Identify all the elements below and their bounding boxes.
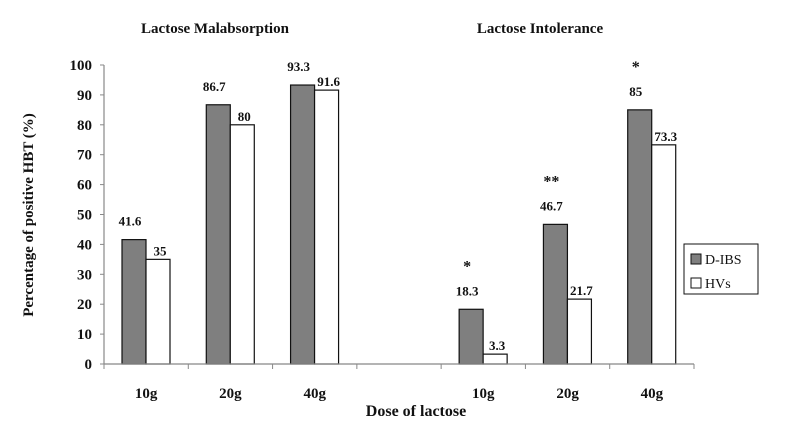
x-tick-label: 40g: [303, 386, 326, 402]
bar-hvs-2: [313, 89, 340, 365]
y-tick-label: 100: [70, 58, 93, 74]
significance-marker: *: [632, 59, 640, 76]
data-label: 91.6: [317, 74, 340, 89]
data-label: 80: [238, 109, 251, 124]
legend-label-d-ibs: D-IBS: [705, 253, 742, 268]
bar-hvs-4: [482, 353, 508, 365]
significance-marker: *: [463, 258, 471, 275]
x-tick-label: 10g: [472, 386, 495, 402]
x-tick-label: 20g: [219, 386, 242, 402]
legend-swatch-d-ibs: [690, 253, 702, 265]
y-tick-label: 0: [85, 357, 93, 373]
x-tick-label: 40g: [641, 386, 664, 402]
y-tick-label: 80: [77, 118, 92, 134]
bar-d-ibs-5: [542, 223, 569, 365]
y-tick-label: 60: [77, 178, 92, 194]
bar-d-ibs-1: [205, 104, 231, 365]
y-tick-label: 90: [77, 88, 92, 104]
x-axis-label: Dose of lactose: [366, 403, 466, 420]
bar-d-ibs-0: [121, 239, 147, 365]
y-tick-label: 30: [77, 267, 92, 283]
data-label: 85: [629, 84, 643, 99]
y-tick-label: 50: [77, 208, 92, 224]
data-label: 41.6: [119, 214, 142, 229]
bar-hvs-1: [229, 124, 255, 365]
data-label: 35: [154, 243, 168, 258]
y-tick-label: 40: [77, 237, 92, 253]
data-label: 21.7: [570, 283, 593, 298]
title-intolerance: Lactose Intolerance: [477, 21, 604, 37]
legend-swatch-hvs: [690, 277, 702, 289]
bar-hvs-0: [145, 258, 171, 365]
y-tick-label: 20: [77, 297, 92, 313]
title-malabsorption: Lactose Malabsorption: [141, 21, 290, 37]
y-axis-label: Percentage of positive HBT (%): [21, 113, 37, 317]
data-label: 3.3: [489, 338, 506, 353]
significance-marker: **: [543, 173, 559, 190]
bar-hvs-6: [651, 144, 677, 365]
data-label: 93.3: [287, 59, 310, 74]
bar-d-ibs-6: [627, 109, 653, 365]
bar-hvs-5: [566, 298, 593, 365]
x-tick-label: 20g: [556, 386, 579, 402]
data-label: 46.7: [540, 198, 563, 213]
y-tick-label: 10: [77, 327, 92, 343]
bar-d-ibs-4: [458, 308, 484, 365]
data-label: 73.3: [654, 129, 677, 144]
data-label: 86.7: [203, 79, 226, 94]
data-label: 18.3: [456, 283, 479, 298]
x-tick-label: 10g: [135, 386, 158, 402]
bar-d-ibs-2: [289, 84, 316, 365]
y-tick-label: 70: [77, 148, 92, 164]
legend-label-hvs: HVs: [705, 277, 731, 292]
legend: D-IBS HVs: [683, 243, 759, 295]
